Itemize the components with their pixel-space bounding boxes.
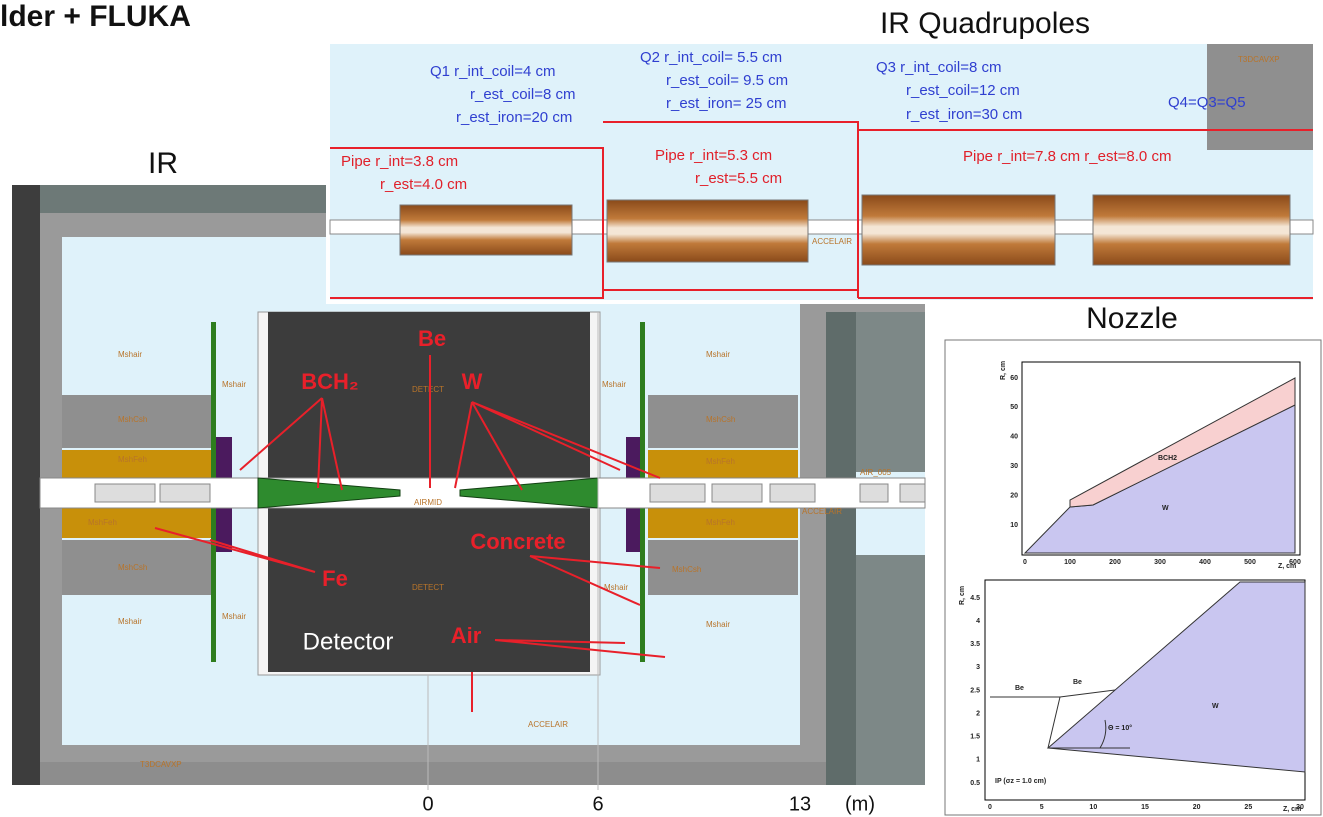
region-label: DETECT	[412, 583, 444, 592]
tick-label: 3.5	[970, 641, 980, 648]
region-label: W	[1212, 703, 1219, 710]
region-label: MshCsh	[118, 415, 147, 424]
quad-spec: r_est_coil=8 cm	[470, 86, 575, 103]
tick-label: 10	[1089, 804, 1097, 811]
tick-label: 400	[1199, 559, 1211, 566]
slide-title: lder + FLUKA	[0, 0, 191, 33]
pipe-spec: r_est=4.0 cm	[380, 176, 467, 193]
region-label: ACCELAIR	[802, 507, 842, 516]
region-label: MshFeh	[706, 518, 735, 527]
tick-label: 4.5	[970, 595, 980, 602]
tick-label: 200	[1109, 559, 1121, 566]
nozzle-title: Nozzle	[1086, 302, 1178, 335]
pipe-spec: Pipe r_int=7.8 cm r_est=8.0 cm	[963, 148, 1171, 165]
quad-spec: r_est_iron=30 cm	[906, 106, 1022, 123]
axis-tick: 13	[789, 793, 811, 815]
quad-spec: r_est_iron=20 cm	[456, 109, 572, 126]
region-label: W	[1162, 505, 1169, 512]
quad-title: IR Quadrupoles	[880, 7, 1090, 40]
region-label: AIR_005	[860, 468, 892, 477]
axis-label: R, cm	[1000, 361, 1007, 380]
quad-spec: Q3 r_int_coil=8 cm	[876, 59, 1001, 76]
quad-spec: r_est_coil=12 cm	[906, 82, 1020, 99]
tick-label: 4	[976, 618, 980, 625]
tick-label: 15	[1141, 804, 1149, 811]
region-label: MshFeh	[88, 518, 117, 527]
tick-label: 20	[1010, 492, 1018, 499]
quad-spec: Q2 r_int_coil= 5.5 cm	[640, 49, 782, 66]
material-label: Concrete	[470, 529, 565, 554]
detector-label: Detector	[303, 628, 394, 655]
axis-tick: 6	[592, 793, 603, 815]
tick-label: 20	[1193, 804, 1201, 811]
tick-label: 60	[1010, 375, 1018, 382]
region-label: T3DCAVXP	[140, 760, 182, 769]
region-label: AIRMID	[414, 498, 442, 507]
tick-label: 50	[1010, 404, 1018, 411]
region-label: MshFeh	[706, 457, 735, 466]
region-label: MshFeh	[118, 455, 147, 464]
axis-label: Z, cm	[1278, 563, 1296, 570]
tick-label: 1	[976, 757, 980, 764]
tick-label: 0	[988, 804, 992, 811]
tick-label: 500	[1244, 559, 1256, 566]
axis-tick: 0	[422, 793, 433, 815]
tick-label: 0.5	[970, 780, 980, 787]
tick-label: 10	[1010, 522, 1018, 529]
tick-label: 0	[1023, 559, 1027, 566]
region-label: Mshair	[706, 350, 730, 359]
tick-label: 5	[1040, 804, 1044, 811]
tick-label: 300	[1154, 559, 1166, 566]
quad-spec: r_est_iron= 25 cm	[666, 95, 786, 112]
tick-label: 1.5	[970, 734, 980, 741]
pipe-spec: Pipe r_int=3.8 cm	[341, 153, 458, 170]
angle-label: Θ = 10°	[1108, 724, 1132, 732]
axis-label: R, cm	[959, 586, 966, 605]
region-label: Mshair	[118, 350, 142, 359]
material-label: W	[462, 369, 483, 394]
region-label: Mshair	[222, 612, 246, 621]
pipe-spec: r_est=5.5 cm	[695, 170, 782, 187]
tick-label: 30	[1010, 463, 1018, 470]
tick-label: 100	[1064, 559, 1076, 566]
region-label: BCH2	[1158, 455, 1177, 462]
material-label: Fe	[322, 566, 348, 591]
tick-label: 2.5	[970, 687, 980, 694]
region-label: Mshair	[118, 617, 142, 626]
material-label: Air	[451, 623, 482, 648]
tick-label: 2	[976, 710, 980, 717]
region-label: T3DCAVXP	[1238, 55, 1280, 64]
region-label: ACCELAIR	[812, 237, 852, 246]
region-label: MshCsh	[672, 565, 701, 574]
quad-spec: Q1 r_int_coil=4 cm	[430, 63, 555, 80]
region-label: ACCELAIR	[528, 720, 568, 729]
ir-title: IR	[148, 147, 178, 180]
quad-spec: r_est_coil= 9.5 cm	[666, 72, 788, 89]
tick-label: 40	[1010, 434, 1018, 441]
region-label: DETECT	[412, 385, 444, 394]
region-label: MshCsh	[706, 415, 735, 424]
axis-label: Z, cm	[1283, 806, 1301, 813]
material-label: BCH₂	[301, 369, 358, 394]
region-label: Be	[1015, 685, 1024, 692]
region-label: MshCsh	[118, 563, 147, 572]
tick-label: 25	[1244, 804, 1252, 811]
nozzle-panel	[945, 340, 1321, 815]
tick-label: 3	[976, 664, 980, 671]
region-label: Be	[1073, 679, 1082, 686]
region-label: Mshair	[222, 380, 246, 389]
slide: lder + FLUKA IR Quadrupoles IR Nozzle	[0, 0, 1323, 817]
axis-unit: (m)	[845, 793, 875, 815]
region-label: Mshair	[706, 620, 730, 629]
pipe-spec: Pipe r_int=5.3 cm	[655, 147, 772, 164]
ip-label: IP (σz = 1.0 cm)	[995, 778, 1046, 785]
material-label: Be	[418, 326, 446, 351]
region-label: Mshair	[602, 380, 626, 389]
quad-spec: Q4=Q3=Q5	[1168, 94, 1246, 111]
